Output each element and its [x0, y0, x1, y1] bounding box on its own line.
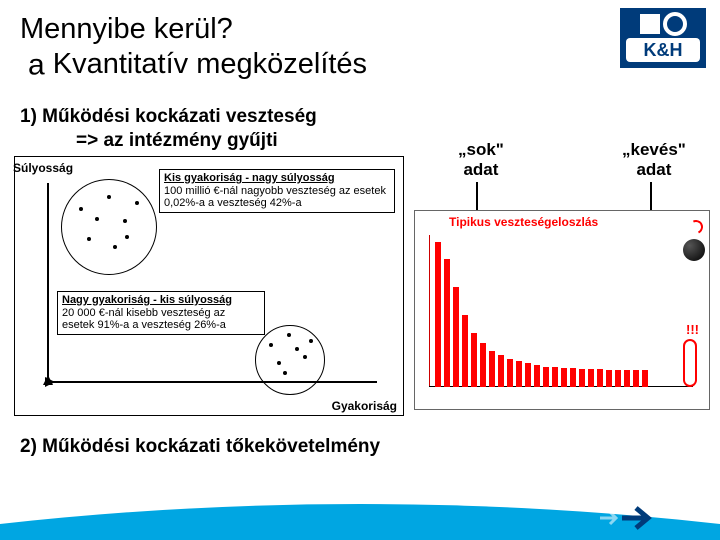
tail-highlight	[683, 339, 697, 387]
curve-icon	[687, 218, 705, 236]
scatter-chart: Kis gyakoriság - nagy súlyosság 100 mill…	[14, 156, 404, 416]
cluster-top-left	[61, 179, 157, 275]
label-keves: „kevés"adat	[622, 140, 686, 180]
kh-logo: K&H	[620, 8, 706, 68]
title-line2: a Kvantitatív megközelítés	[20, 47, 367, 83]
heading-2: 2) Működési kockázati tőkekövetelmény	[20, 436, 380, 458]
x-axis-label: Gyakoriság	[332, 399, 397, 413]
title-symbol: a	[28, 48, 45, 81]
y-axis-label: Súlyosság	[13, 161, 73, 175]
heading-1b: => az intézmény gyűjti	[76, 130, 278, 152]
heading-1a: 1) Működési kockázati veszteség	[20, 106, 317, 128]
exclaim: !!!	[686, 322, 699, 337]
svg-text:K&H: K&H	[644, 40, 683, 60]
footer-swoosh	[0, 496, 720, 540]
slide-title: Mennyibe kerül? a Kvantitatív megközelít…	[20, 12, 367, 83]
callout-bottom: Nagy gyakoriság - kis súlyosság 20 000 €…	[57, 291, 265, 335]
dist-title: Tipikus veszteségeloszlás	[449, 215, 598, 229]
callout-top: Kis gyakoriság - nagy súlyosság 100 mill…	[159, 169, 395, 213]
ball-icon	[683, 239, 705, 261]
label-sok: „sok"adat	[458, 140, 504, 180]
loss-distribution-chart: Tipikus veszteségeloszlás !!!	[414, 210, 710, 410]
title-line1: Mennyibe kerül?	[20, 12, 367, 47]
